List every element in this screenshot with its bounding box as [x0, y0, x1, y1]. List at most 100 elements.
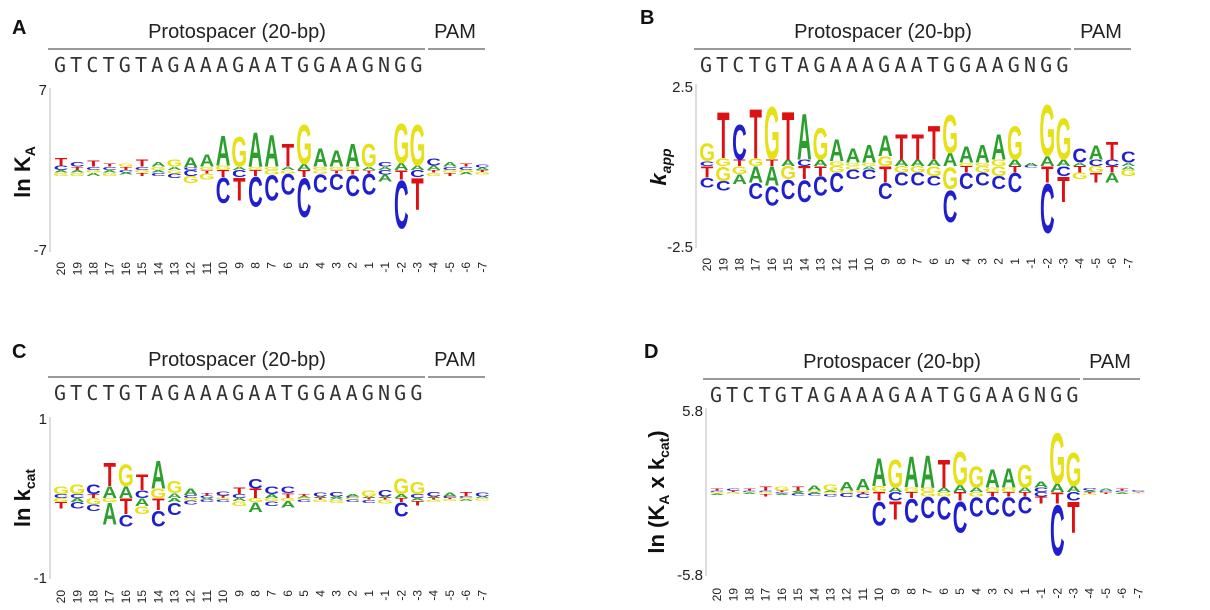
x-tick-label: 14	[151, 590, 165, 604]
logo-letter-a: A	[975, 140, 990, 169]
sequence-logo: CTAGTCAGCTGACTAGTGCACTGTGAACAGGCCACGGATG…	[53, 112, 490, 243]
x-tick-label: 5	[953, 588, 967, 595]
x-tick-label: 14	[151, 262, 165, 276]
x-tick-label: 20	[54, 262, 68, 276]
sequence-nucleotide: A	[200, 381, 212, 405]
x-tick-label: 12	[840, 588, 854, 602]
x-tick-label: 15	[135, 262, 149, 276]
logo-letter-g: G	[1017, 459, 1033, 495]
logo-letter-g: G	[839, 492, 855, 494]
logo-letter-c: C	[878, 178, 893, 204]
x-tick-label: 14	[807, 588, 821, 602]
sequence-nucleotide: T	[716, 53, 728, 77]
sequence-nucleotide: C	[86, 53, 98, 77]
logo-letter-c: C	[264, 500, 279, 508]
ylabel-suffix: )	[644, 430, 669, 437]
logo-letter-a: A	[765, 162, 780, 193]
pam-label: PAM	[1089, 351, 1131, 373]
logo-letter-g: G	[280, 498, 296, 503]
x-tick-label: 17	[759, 588, 773, 602]
sequence-nucleotide: A	[248, 53, 260, 77]
logo-letter-t: T	[428, 498, 441, 500]
x-tick-label: -6	[459, 262, 473, 273]
logo-letter-t: T	[55, 501, 68, 511]
sequence-nucleotide: A	[346, 53, 358, 77]
logo-letter-g: G	[968, 462, 984, 495]
logo-letter-t: T	[798, 164, 811, 184]
logo-letter-g: G	[329, 166, 345, 171]
logo-letter-c: C	[264, 170, 279, 209]
x-tick-label: 3	[976, 258, 990, 265]
logo-letter-g: G	[442, 170, 458, 174]
sequence-nucleotide: G	[813, 53, 825, 77]
sequence-nucleotide: A	[184, 53, 196, 77]
logo-letter-a: A	[1024, 162, 1039, 167]
logo-letter-g: G	[926, 163, 942, 179]
logo-letter-a: A	[167, 498, 182, 504]
logo-letter-a: A	[232, 166, 247, 171]
logo-letter-t: T	[87, 493, 99, 499]
sequence-nucleotide: G	[1056, 53, 1068, 77]
sequence-nucleotide: T	[781, 53, 793, 77]
logo-letter-g: G	[264, 498, 280, 503]
sequence-nucleotide: G	[1066, 383, 1078, 407]
x-tick-label: 20	[700, 258, 714, 272]
logo-letter-a: A	[920, 446, 935, 498]
logo-letter-a: A	[888, 487, 903, 494]
logo-letter-c: C	[345, 170, 360, 203]
sequence-nucleotide: A	[894, 53, 906, 77]
sequence-nucleotide: T	[791, 383, 803, 407]
sequence-nucleotide: G	[54, 381, 66, 405]
logo-letter-t: T	[733, 158, 746, 168]
logo-letter-t: T	[71, 166, 83, 171]
x-tick-label: 17	[103, 262, 117, 276]
logo-letter-t: T	[895, 127, 907, 168]
logo-letter-c: C	[329, 491, 344, 499]
x-tick-label: 5	[297, 262, 311, 269]
sequence-nucleotide: T	[927, 53, 939, 77]
sequence-nucleotide: A	[862, 53, 874, 77]
sequence-nucleotide: A	[807, 383, 819, 407]
logo-letter-c: C	[1072, 146, 1087, 168]
sequence-nucleotide: A	[856, 383, 868, 407]
sequence-nucleotide: A	[797, 53, 809, 77]
logo-letter-t: T	[298, 169, 311, 179]
sequence-nucleotide: N	[378, 381, 390, 405]
x-tick-label: -6	[1105, 258, 1119, 269]
sequence-nucleotide: A	[248, 381, 260, 405]
x-tick-label: 7	[265, 590, 279, 597]
logo-letter-a: A	[748, 161, 763, 187]
logo-letter-g: G	[742, 492, 758, 493]
ylabel-main: k	[646, 172, 671, 186]
logo-letter-g: G	[53, 484, 69, 496]
logo-letter-g: G	[442, 499, 458, 501]
logo-letter-c: C	[1099, 490, 1114, 492]
logo-letter-a: A	[232, 498, 247, 503]
x-tick-label: -1	[1034, 588, 1048, 599]
logo-letter-g: G	[86, 497, 102, 507]
logo-letter-t: T	[363, 170, 375, 175]
logo-letter-a: A	[102, 496, 117, 532]
logo-letter-c: C	[54, 164, 69, 171]
logo-letter-a: A	[167, 166, 182, 171]
x-tick-label: -2	[394, 262, 408, 273]
sequence-nucleotide: T	[937, 383, 949, 407]
x-tick-label: 2	[992, 258, 1006, 265]
logo-letter-g: G	[1072, 172, 1088, 182]
logo-letter-c: C	[248, 476, 263, 492]
logo-letter-t: T	[444, 172, 456, 177]
protospacer-label: Protospacer (20-bp)	[148, 21, 326, 43]
logo-letter-g: G	[845, 166, 861, 171]
logo-letter-t: T	[476, 498, 489, 499]
sequence-nucleotide: A	[216, 381, 228, 405]
sequence-nucleotide: A	[151, 381, 163, 405]
protospacer-label: Protospacer (20-bp)	[803, 351, 981, 373]
logo-letter-a: A	[813, 158, 828, 168]
logo-letter-g: G	[1007, 116, 1023, 169]
logo-letter-c: C	[151, 172, 166, 177]
x-tick-label: 16	[119, 262, 133, 276]
sequence-nucleotide: T	[281, 53, 293, 77]
x-tick-labels: 20 19 18 17 16 15 14 13 12 11 10 9 8 7 6 5 4 3 2 1 -1 -2 -3 -4-…	[54, 590, 489, 604]
logo-letter-t: T	[217, 169, 230, 179]
